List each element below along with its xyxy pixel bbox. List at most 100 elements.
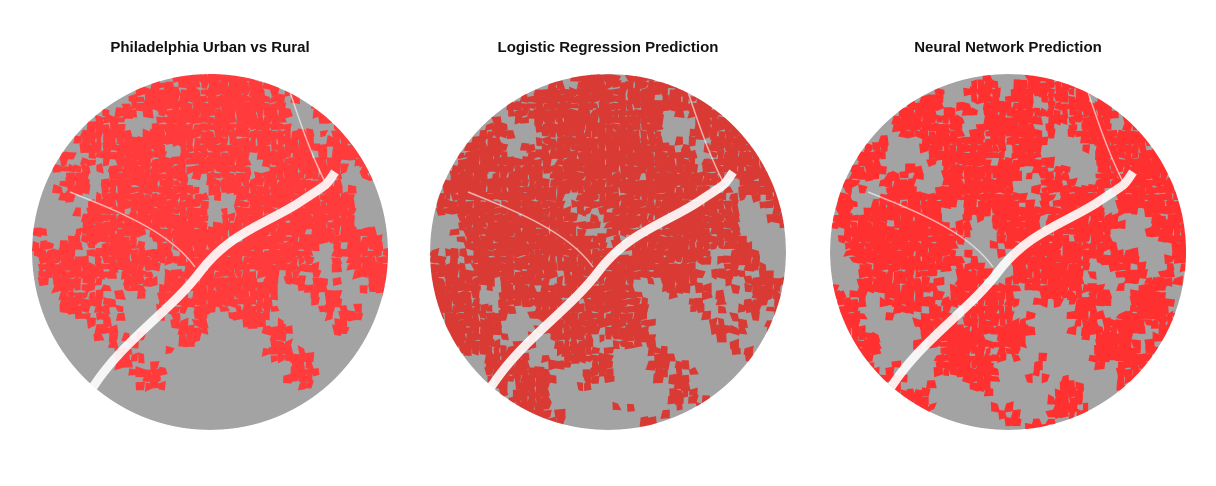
tract [610, 185, 619, 193]
tract [534, 193, 545, 203]
tract [177, 255, 187, 266]
tract [877, 270, 888, 279]
tract [617, 275, 627, 287]
tract [1144, 277, 1153, 284]
tract [303, 254, 315, 266]
tract [72, 207, 81, 217]
tributary [687, 91, 724, 183]
tract [359, 247, 368, 258]
tract [1116, 282, 1125, 291]
tract [158, 296, 166, 306]
tract [996, 226, 1006, 236]
tract [660, 409, 670, 420]
tract [851, 214, 859, 221]
tract [233, 178, 242, 186]
tract [1011, 353, 1021, 363]
tract [1032, 115, 1043, 126]
tract [498, 156, 509, 166]
tract [1136, 290, 1147, 300]
tract [975, 193, 987, 201]
tract [1150, 304, 1162, 315]
tract [1158, 199, 1166, 210]
tract [142, 373, 152, 383]
tract [1018, 317, 1027, 327]
tract [73, 262, 82, 273]
tract [619, 332, 627, 341]
tract [779, 219, 786, 229]
tract [192, 186, 200, 195]
tract [180, 177, 189, 187]
tract [927, 227, 937, 237]
tract [240, 192, 250, 201]
tract [673, 394, 684, 406]
tract [1045, 282, 1057, 294]
tract [491, 116, 502, 126]
tract [891, 191, 901, 202]
tract [603, 304, 614, 314]
tract [471, 297, 480, 307]
tract [673, 263, 683, 273]
tract [1081, 310, 1089, 321]
tract [633, 193, 642, 200]
tract [463, 338, 475, 348]
tract [997, 114, 1005, 124]
tract [184, 198, 195, 208]
tract [449, 289, 461, 299]
tract [177, 158, 186, 168]
river [884, 169, 1137, 395]
tract [1010, 94, 1022, 102]
tract [528, 275, 536, 287]
tract [1054, 101, 1063, 111]
tract [1096, 241, 1106, 252]
tract [165, 115, 173, 125]
tract [660, 261, 669, 270]
tract [128, 109, 138, 118]
tract [138, 352, 145, 364]
tract [956, 226, 964, 236]
tract [688, 367, 699, 375]
tract [977, 298, 986, 306]
tract [247, 128, 259, 139]
tract [631, 262, 643, 272]
tract [634, 297, 642, 308]
tract [256, 107, 264, 118]
tract [933, 317, 942, 328]
tract [1010, 170, 1022, 181]
tract [107, 269, 117, 279]
tract [137, 191, 146, 202]
tract [1068, 296, 1078, 305]
tract [683, 184, 690, 194]
tract [521, 233, 529, 244]
tract [269, 96, 279, 104]
tract [624, 198, 635, 209]
tract [320, 198, 328, 207]
tract [898, 129, 910, 139]
tract [1108, 136, 1118, 147]
tract [101, 184, 110, 196]
tract [296, 241, 308, 251]
tract [645, 318, 656, 327]
tract [303, 284, 315, 293]
tract [499, 128, 509, 139]
tract [123, 255, 131, 266]
tract [521, 297, 531, 308]
tract [463, 310, 474, 322]
tract [645, 150, 654, 161]
tract [701, 222, 713, 229]
tract [589, 312, 599, 319]
tract [121, 191, 131, 200]
tract [178, 275, 186, 284]
tract [568, 86, 578, 97]
tract [149, 262, 161, 272]
tract [229, 262, 236, 272]
tract [205, 124, 217, 131]
tract [555, 212, 564, 224]
tract [912, 172, 924, 180]
tract [338, 317, 348, 327]
tract [368, 170, 378, 182]
tract [359, 236, 369, 245]
tract [955, 128, 966, 138]
tract [836, 213, 847, 223]
tract [1102, 178, 1112, 189]
tract [312, 108, 319, 119]
